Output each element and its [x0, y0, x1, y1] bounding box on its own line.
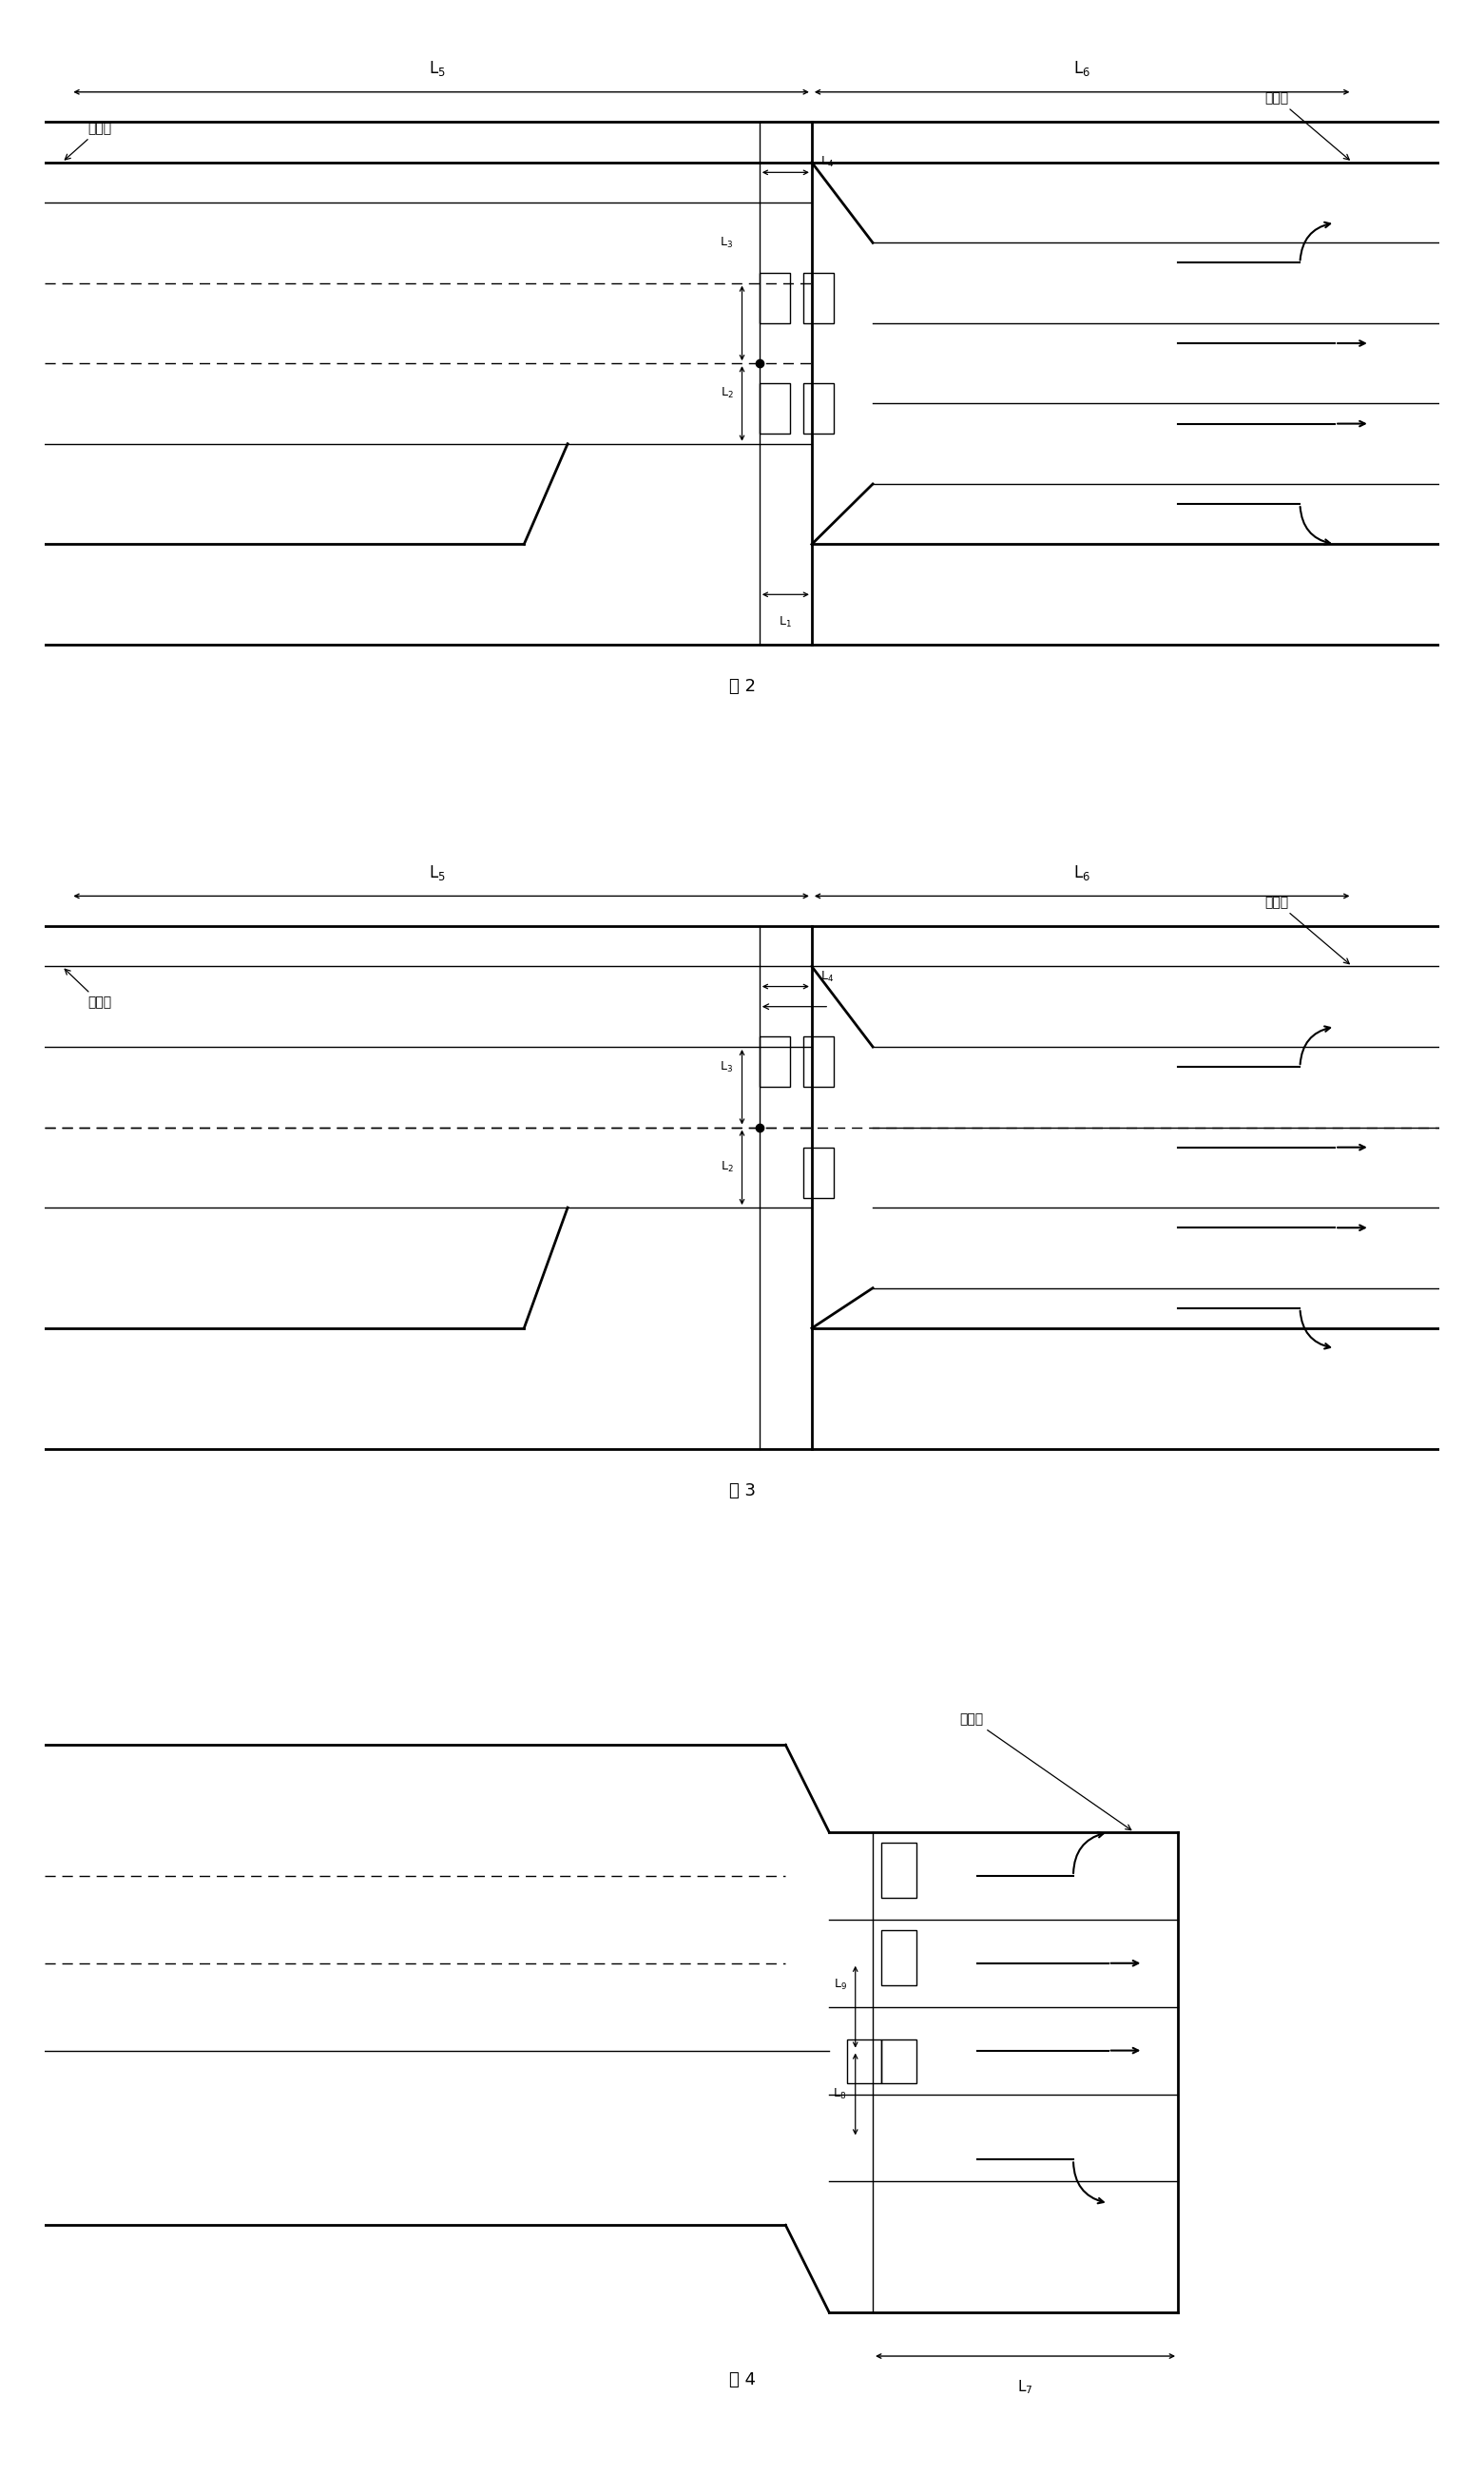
- Text: 图 2: 图 2: [729, 678, 755, 695]
- Text: 停车线: 停车线: [960, 1712, 1131, 1831]
- Text: L$_9$: L$_9$: [834, 1977, 846, 1992]
- Text: 图 4: 图 4: [729, 2373, 755, 2390]
- Text: L$_5$: L$_5$: [429, 863, 445, 883]
- Bar: [760, 383, 789, 433]
- Bar: [803, 1037, 834, 1086]
- Bar: [803, 272, 834, 324]
- Text: L$_4$: L$_4$: [821, 156, 834, 171]
- Bar: [803, 1148, 834, 1197]
- Text: 图 3: 图 3: [729, 1482, 755, 1499]
- Text: L$_8$: L$_8$: [833, 2088, 846, 2100]
- Text: L$_3$: L$_3$: [720, 1059, 733, 1074]
- Bar: [846, 2039, 881, 2083]
- Text: 停车线: 停车线: [65, 970, 111, 1009]
- Text: 停车线: 停车线: [65, 121, 111, 161]
- Text: L$_7$: L$_7$: [1018, 2378, 1033, 2395]
- Text: 停车线: 停车线: [1264, 896, 1349, 965]
- Text: L$_3$: L$_3$: [720, 235, 733, 250]
- Bar: [881, 2039, 916, 2083]
- Bar: [881, 1843, 916, 1898]
- Bar: [881, 1930, 916, 1984]
- Text: L$_4$: L$_4$: [821, 970, 834, 985]
- Bar: [803, 383, 834, 433]
- Text: L$_6$: L$_6$: [1073, 863, 1091, 883]
- Bar: [760, 1037, 789, 1086]
- Bar: [760, 272, 789, 324]
- Text: L$_1$: L$_1$: [779, 614, 792, 628]
- Text: L$_6$: L$_6$: [1073, 59, 1091, 79]
- Text: 停车线: 停车线: [1264, 92, 1349, 161]
- Text: L$_2$: L$_2$: [720, 386, 733, 401]
- Text: L$_5$: L$_5$: [429, 59, 445, 79]
- Text: L$_2$: L$_2$: [720, 1160, 733, 1175]
